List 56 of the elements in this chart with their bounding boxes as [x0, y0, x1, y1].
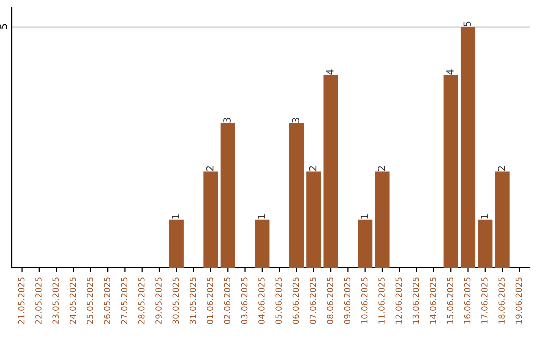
x-tick-label: 01.06.2025	[207, 278, 214, 324]
data-label: 2	[309, 166, 317, 171]
x-tick-label: 30.05.2025	[172, 278, 180, 324]
x-tick-label: 29.05.2025	[156, 278, 162, 324]
data-label: 4	[326, 70, 334, 75]
x-tick-label: 28.05.2025	[138, 278, 145, 324]
x-tick-label: 17.06.2025	[482, 278, 488, 324]
data-label: 2	[498, 166, 506, 171]
x-tick-label: 11.06.2025	[378, 278, 385, 324]
data-label: 3	[292, 118, 300, 123]
bar	[289, 124, 304, 268]
data-label: 2	[206, 166, 214, 171]
x-tick-label: 02.06.2025	[224, 278, 231, 324]
x-tick-label: 18.06.2025	[498, 278, 505, 324]
x-tick-label: 05.06.2025	[276, 278, 282, 324]
x-tick-label: 09.06.2025	[344, 278, 351, 324]
x-tick-label: 25.05.2025	[87, 278, 94, 324]
bar	[306, 172, 322, 268]
bar	[255, 220, 270, 268]
x-tick-label: 10.06.2025	[361, 278, 368, 324]
data-label: 3	[224, 118, 231, 123]
x-tick-label: 22.05.2025	[36, 278, 42, 324]
data-label: 1	[172, 214, 180, 219]
bar	[478, 220, 493, 268]
data-label: 1	[481, 214, 488, 219]
bar	[220, 124, 236, 268]
bar	[169, 220, 184, 268]
bar	[495, 172, 510, 268]
data-label: 1	[258, 214, 266, 219]
bar	[358, 220, 373, 268]
x-tick-label: 26.05.2025	[104, 278, 110, 324]
x-tick-label: 31.05.2025	[190, 278, 196, 324]
x-tick-label: 16.06.2025	[464, 278, 471, 324]
data-label: 4	[446, 70, 454, 75]
bar	[460, 27, 476, 268]
bar	[204, 172, 218, 268]
x-tick-label: 04.06.2025	[258, 278, 265, 324]
x-tick-label: 03.06.2025	[241, 278, 248, 324]
bar	[444, 75, 458, 268]
data-label: 5	[464, 22, 472, 27]
bar	[375, 172, 390, 268]
x-tick-label: 14.06.2025	[430, 278, 436, 324]
x-tick-label: 12.06.2025	[396, 278, 402, 324]
bar	[324, 75, 338, 268]
x-tick-label: 06.06.2025	[292, 278, 300, 324]
x-tick-label: 15.06.2025	[447, 278, 454, 324]
x-tick-label: 07.06.2025	[310, 278, 316, 324]
x-tick-label: 23.05.2025	[52, 278, 60, 324]
x-tick-label: 27.05.2025	[121, 278, 128, 324]
x-tick-label: 08.06.2025	[327, 278, 334, 324]
x-tick-label: 24.05.2025	[70, 278, 76, 324]
x-tick-label: 21.05.2025	[18, 278, 25, 324]
x-tick-label: 19.06.2025	[516, 278, 522, 324]
data-label: 1	[360, 214, 368, 219]
x-tick-label: 13.06.2025	[412, 278, 420, 324]
data-label: 2	[378, 166, 386, 171]
